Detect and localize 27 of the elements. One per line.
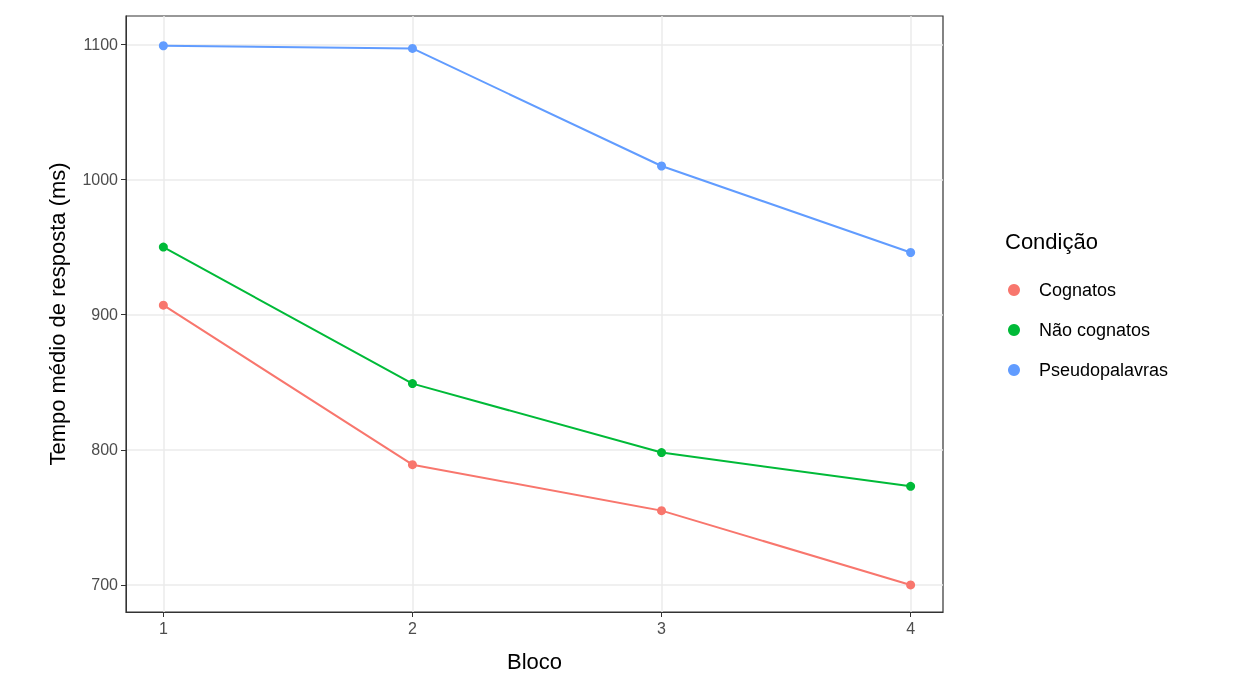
legend-label: Pseudopalavras bbox=[1039, 360, 1169, 380]
x-tick-label: 3 bbox=[657, 619, 667, 637]
point bbox=[657, 161, 667, 171]
x-tick-label: 1 bbox=[158, 619, 168, 637]
y-tick-label: 1100 bbox=[83, 35, 119, 53]
point bbox=[657, 506, 667, 516]
y-axis-title: Tempo médio de resposta (ms) bbox=[44, 162, 70, 466]
legend-title: Condição bbox=[1005, 228, 1098, 254]
y-tick-label: 700 bbox=[91, 576, 119, 594]
point bbox=[407, 379, 417, 389]
y-tick-label: 800 bbox=[91, 441, 119, 459]
y-tick-label: 900 bbox=[91, 306, 119, 324]
legend-label: Cognatos bbox=[1039, 280, 1117, 300]
point bbox=[906, 248, 916, 258]
point bbox=[158, 41, 168, 51]
x-axis-title: Bloco bbox=[506, 648, 563, 674]
point bbox=[407, 43, 417, 53]
point bbox=[158, 242, 168, 252]
point bbox=[906, 580, 916, 590]
y-tick-label: 1000 bbox=[82, 171, 119, 189]
legend-label: Não cognatos bbox=[1039, 320, 1151, 340]
point bbox=[407, 460, 417, 470]
point bbox=[158, 300, 168, 310]
x-tick-label: 4 bbox=[906, 619, 916, 637]
point bbox=[657, 448, 667, 458]
point bbox=[906, 481, 916, 491]
x-tick-label: 2 bbox=[408, 619, 417, 637]
